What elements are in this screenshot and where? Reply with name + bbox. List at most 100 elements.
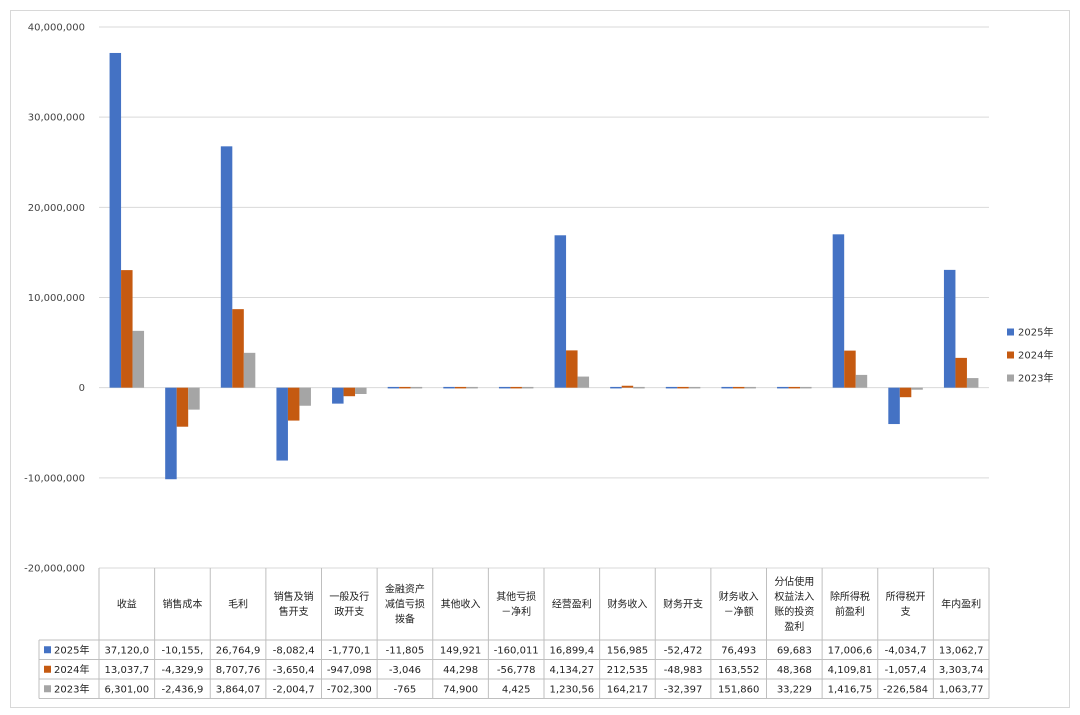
category-label: 其他亏损－净利 [496,590,536,618]
table-cell-value: -160,011 [494,645,539,656]
table-cell-value: 3,864,07 [216,684,261,695]
y-tick-label: 40,000,000 [28,23,85,34]
bar [165,387,177,480]
bar [554,235,567,388]
bar [243,352,256,388]
bar [121,270,133,388]
category-label: 经营盈利 [552,598,592,611]
category-label: 销售及销售开支 [274,590,314,618]
table-cell-value: 6,301,00 [105,684,150,695]
category-label: 财务收入－净额 [719,590,759,618]
y-tick-label: -10,000,000 [24,473,85,484]
bar [688,386,701,389]
bar [943,269,956,388]
table-cell-value: 33,229 [777,684,812,695]
category-label: 销售成本 [162,598,202,611]
bar [498,386,511,389]
table-cell-value: -11,805 [386,645,425,656]
bar [855,374,868,388]
bar [577,376,590,388]
y-tick-label: -20,000,000 [24,564,85,575]
table-cell-value: -3,650,4 [273,665,315,676]
table-cell-value: -56,778 [497,665,536,676]
table-cell-value: 1,416,75 [828,684,873,695]
table-cell-value: 69,683 [777,645,812,656]
bar [966,378,979,388]
bar [220,146,233,388]
y-tick-label: 0 [79,383,85,394]
category-label: 财务收入 [607,598,647,611]
category-label: 除所得税前盈利 [830,590,870,618]
bar [466,386,478,389]
bar [188,387,200,410]
legend-swatch [1007,351,1014,359]
table-cell-value: 4,109,81 [828,665,873,676]
table-cell-value: -702,300 [327,684,372,695]
category-label: 财务开支 [663,598,703,611]
table-cell-value: 151,860 [718,684,759,695]
bar [299,387,311,406]
category-label: 分佔使用权益法入账的投资盈利 [774,575,814,633]
table-cell-value: -4,329,9 [162,665,204,676]
bar [109,52,122,388]
series-row-label: 2024年 [54,663,89,676]
bar [911,387,923,390]
bar [566,350,578,388]
bar [276,387,288,461]
table-cell-value: 76,493 [721,645,756,656]
table-cell-value: 4,425 [502,684,531,695]
table-cell-value: 164,217 [607,684,648,695]
table-cell-value: 212,535 [607,665,648,676]
bar [899,387,912,398]
table-cell-value: 44,298 [443,665,478,676]
table-cell-value: 4,134,27 [550,665,595,676]
table-cell-value: 16,899,4 [550,645,595,656]
category-label: 所得税开支 [886,590,926,618]
bar [176,387,189,427]
category-label: 年内盈利 [941,598,981,611]
series-key [44,685,51,693]
table-cell-value: 26,764,9 [216,645,261,656]
table-cell-value: -8,082,4 [273,645,315,656]
legend-swatch [1007,374,1014,382]
legend-swatch [1007,328,1014,336]
bar [633,386,645,389]
table-cell-value: 74,900 [443,684,478,695]
category-label: 毛利 [228,599,248,611]
bar [621,385,634,388]
table-cell-value: -52,472 [664,645,703,656]
table-cell-value: 13,037,7 [105,665,150,676]
category-label: 金融资产减值亏损拨备 [385,583,425,626]
bar [844,350,856,388]
series-key [44,646,51,654]
bar [443,386,455,389]
table-cell-value: -3,046 [389,665,421,676]
table-cell-value: 1,063,77 [939,684,984,695]
category-label: 一般及行政开支 [329,590,369,618]
bar [343,387,356,397]
table-cell-value: -1,057,4 [885,665,927,676]
legend-label: 2024年 [1018,349,1053,362]
y-tick-label: 30,000,000 [28,113,85,124]
bar [677,386,689,389]
table-cell-value: 163,552 [718,665,759,676]
bar [355,387,367,394]
bar-chart: -20,000,000 -10,000,000 0 10,000,000 20,000,… [24,23,1053,699]
bar [387,386,400,389]
table-cell-value: -48,983 [664,665,703,676]
bar [287,387,300,421]
series-row-label: 2025年 [54,643,89,656]
bar [744,386,756,389]
table-cell-value: -765 [394,684,417,695]
bar [788,386,801,389]
bar [832,234,845,388]
table-cell-value: -2,436,9 [162,684,204,695]
table-cell-value: -2,004,7 [273,684,315,695]
table-cell-value: -947,098 [327,665,372,676]
bar [410,386,423,389]
y-tick-label: 20,000,000 [28,203,85,214]
category-label: 收益 [117,598,137,611]
bar [721,386,733,389]
bar [332,387,344,404]
bar [800,386,812,389]
